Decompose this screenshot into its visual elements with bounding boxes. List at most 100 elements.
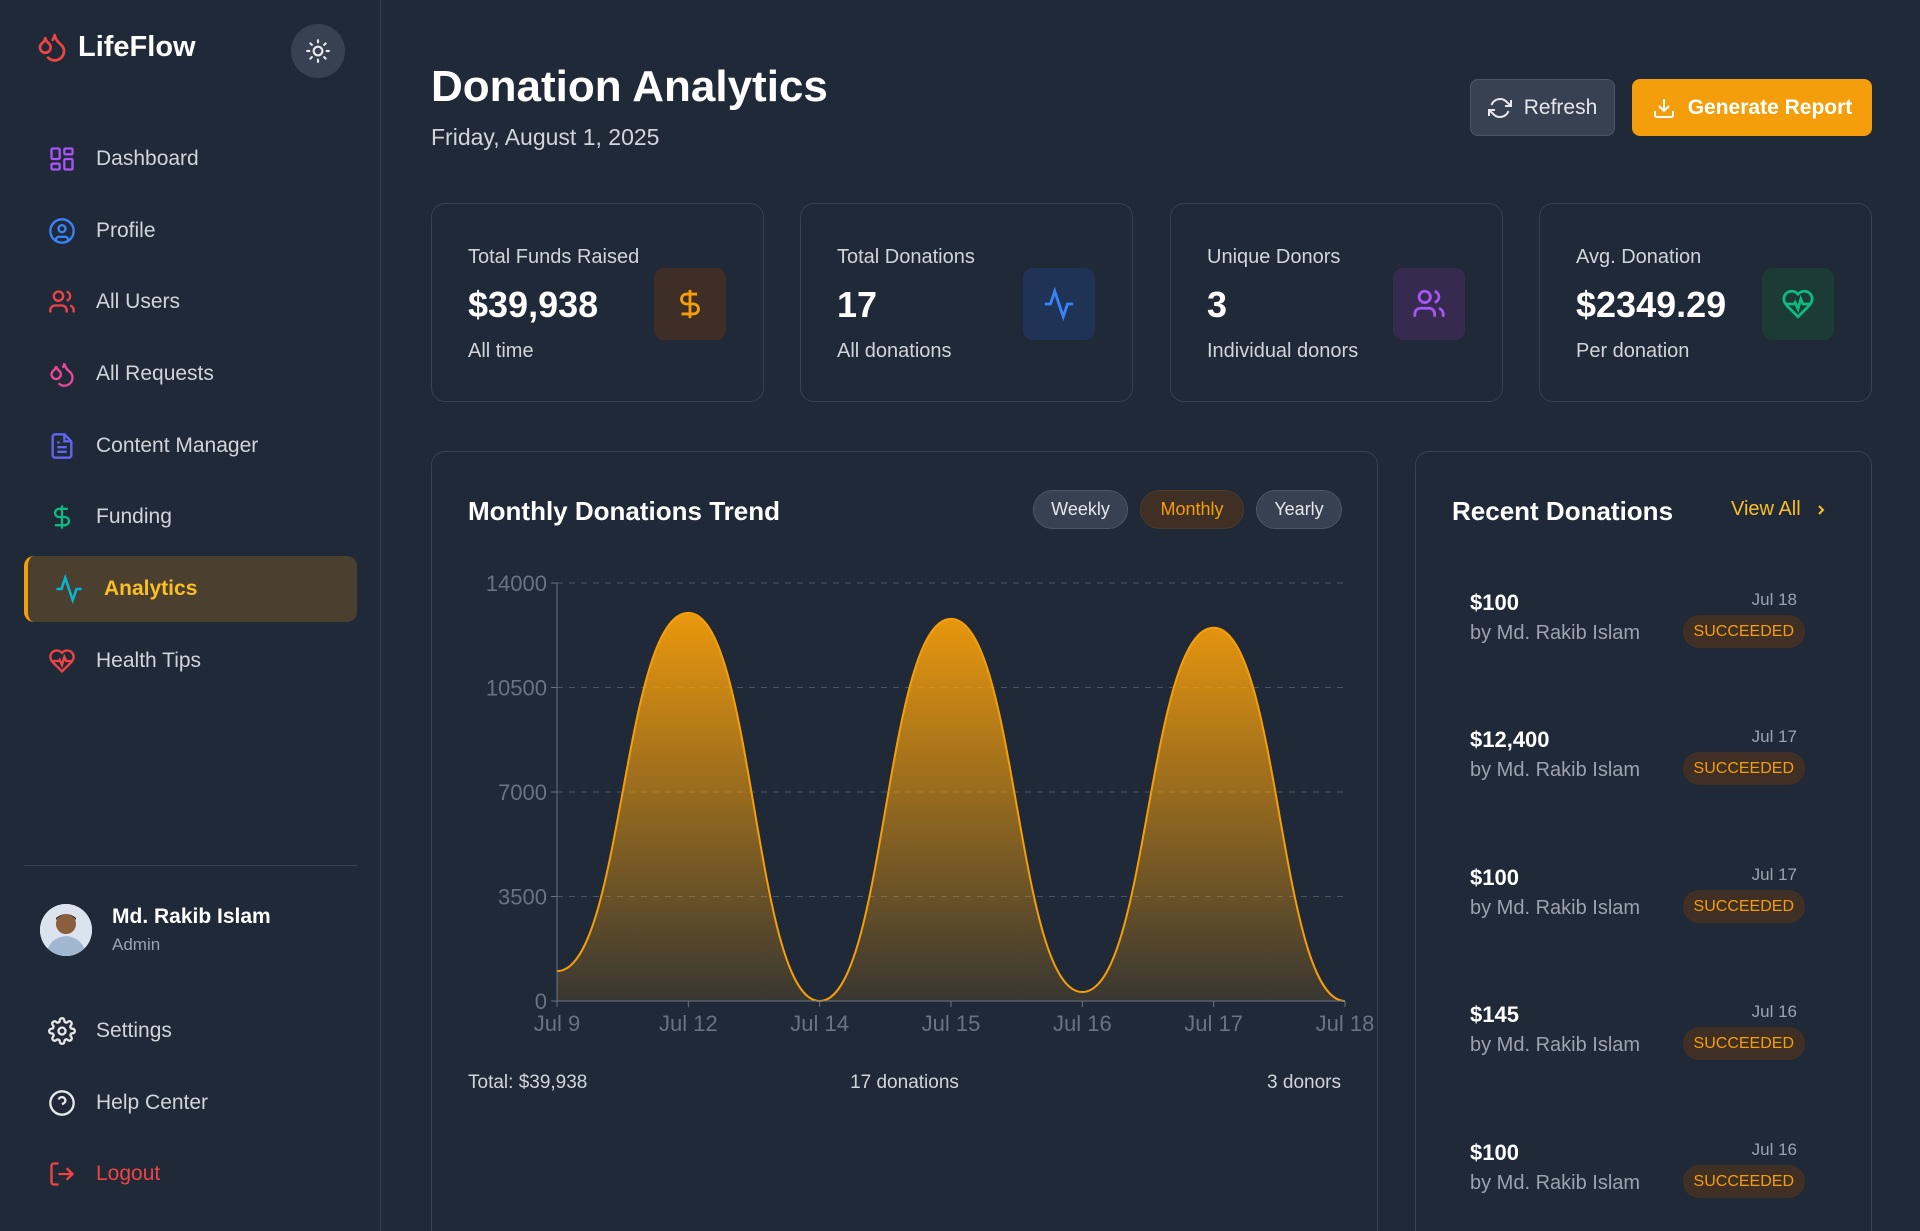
donation-donor: by Md. Rakib Islam xyxy=(1470,1172,1641,1194)
sidebar-item-funding[interactable]: Funding xyxy=(24,484,357,550)
download-icon xyxy=(1653,98,1674,118)
chart-footer-total: Total: $39,938 xyxy=(468,1072,588,1093)
y-tick-label: 0 xyxy=(535,989,547,1014)
brand-name: LifeFlow xyxy=(78,30,196,63)
filter-weekly[interactable]: Weekly xyxy=(1033,490,1128,529)
sidebar-item-label: Profile xyxy=(96,218,156,242)
donation-donor: by Md. Rakib Islam xyxy=(1470,759,1641,781)
theme-toggle-button[interactable] xyxy=(291,24,345,78)
stat-sub: All time xyxy=(468,340,534,362)
area-fill xyxy=(557,612,1345,1001)
sidebar-item-health-tips[interactable]: Health Tips xyxy=(24,628,357,694)
status-badge: SUCCEEDED xyxy=(1682,752,1805,785)
y-tick-label: 14000 xyxy=(486,571,547,596)
sidebar-divider xyxy=(24,865,357,866)
donation-item[interactable]: $100 by Md. Rakib Islam Jul 18 SUCCEEDED xyxy=(1440,560,1845,682)
sidebar-item-profile[interactable]: Profile xyxy=(24,198,357,264)
donation-item[interactable]: $12,400 by Md. Rakib Islam Jul 17 SUCCEE… xyxy=(1440,697,1845,819)
stat-card-total-donations: Total Donations 17 All donations xyxy=(800,203,1133,402)
stat-sub: All donations xyxy=(837,340,952,362)
sidebar-item-all-requests[interactable]: All Requests xyxy=(24,341,357,407)
generate-report-button[interactable]: Generate Report xyxy=(1632,79,1872,136)
stat-sub: Per donation xyxy=(1576,340,1690,362)
y-tick-label: 3500 xyxy=(498,885,547,910)
sidebar-item-settings[interactable]: Settings xyxy=(24,998,357,1064)
view-all-link[interactable]: View All xyxy=(1731,498,1829,521)
sidebar-item-label: All Users xyxy=(96,290,181,314)
donation-item[interactable]: $100 by Md. Rakib Islam Jul 16 SUCCEEDED xyxy=(1440,1110,1845,1231)
stat-sub: Individual donors xyxy=(1207,340,1359,362)
help-circle-icon xyxy=(49,1089,75,1116)
donation-item[interactable]: $145 by Md. Rakib Islam Jul 16 SUCCEEDED xyxy=(1440,972,1845,1094)
sidebar-item-label: All Requests xyxy=(96,362,214,386)
heart-pulse-icon xyxy=(1782,289,1814,319)
sidebar-item-help-center[interactable]: Help Center xyxy=(24,1070,357,1136)
sun-icon xyxy=(306,39,330,63)
x-tick-label: Jul 17 xyxy=(1184,1011,1243,1036)
heart-pulse-icon xyxy=(49,649,75,673)
sidebar-item-all-users[interactable]: All Users xyxy=(24,269,357,335)
page-date: Friday, August 1, 2025 xyxy=(431,124,660,150)
donation-date: Jul 17 xyxy=(1751,727,1797,746)
x-tick-label: Jul 16 xyxy=(1053,1011,1112,1036)
activity-icon xyxy=(56,574,82,605)
sidebar-item-logout[interactable]: Logout xyxy=(24,1141,357,1207)
chart-footer-donors: 3 donors xyxy=(1267,1072,1341,1093)
area-chart: 0 3500 7000 10500 14000 Jul 9 Jul 12 Jul 14 Jul … xyxy=(486,571,1375,1036)
y-tick-label: 10500 xyxy=(486,676,547,701)
file-text-icon xyxy=(51,432,73,459)
donation-donor: by Md. Rakib Islam xyxy=(1470,1034,1641,1056)
refresh-button[interactable]: Refresh xyxy=(1470,79,1615,136)
donation-date: Jul 18 xyxy=(1751,590,1797,609)
x-tick-label: Jul 9 xyxy=(534,1011,580,1036)
chevron-right-icon xyxy=(1817,504,1825,515)
status-badge: SUCCEEDED xyxy=(1682,1165,1805,1198)
user-name: Md. Rakib Islam xyxy=(112,905,271,928)
view-all-label: View All xyxy=(1731,498,1801,520)
donation-date: Jul 16 xyxy=(1751,1002,1797,1021)
sidebar-bottom-nav: Settings Help Center Logout xyxy=(24,998,357,1213)
user-profile-card[interactable]: Md. Rakib Islam Admin xyxy=(40,904,271,956)
brand-logo[interactable]: LifeFlow xyxy=(36,30,196,64)
sidebar-item-label: Analytics xyxy=(104,577,198,601)
donation-amount: $100 xyxy=(1470,1140,1519,1165)
filter-monthly[interactable]: Monthly xyxy=(1140,490,1244,529)
donation-amount: $100 xyxy=(1470,865,1519,890)
user-role: Admin xyxy=(112,935,161,954)
refresh-icon xyxy=(1487,97,1512,118)
x-tick-label: Jul 18 xyxy=(1316,1011,1375,1036)
dollar-icon xyxy=(53,505,71,530)
user-circle-icon xyxy=(49,217,75,244)
avatar xyxy=(40,904,92,956)
stat-value: 17 xyxy=(837,284,878,325)
donations-chart-panel: Monthly Donations Trend Weekly Monthly Y… xyxy=(431,451,1378,1231)
blood-drop-icon xyxy=(38,33,66,62)
stat-value: 3 xyxy=(1207,284,1228,325)
chart-title: Monthly Donations Trend xyxy=(468,496,780,526)
donation-amount: $145 xyxy=(1470,1002,1519,1027)
sidebar-item-label: Health Tips xyxy=(96,648,202,672)
stat-icon-box xyxy=(1393,268,1465,340)
logout-icon xyxy=(50,1162,75,1187)
sidebar-item-label: Content Manager xyxy=(96,433,259,457)
sidebar-item-analytics[interactable]: Analytics xyxy=(24,556,357,623)
donation-amount: $100 xyxy=(1470,590,1519,615)
status-badge: SUCCEEDED xyxy=(1682,890,1805,923)
recent-donations-panel: Recent Donations View All $100 by Md. Ra… xyxy=(1415,451,1872,1231)
sidebar-item-dashboard[interactable]: Dashboard xyxy=(24,126,357,192)
donation-donor: by Md. Rakib Islam xyxy=(1470,622,1641,644)
donation-date: Jul 17 xyxy=(1751,865,1797,884)
filter-yearly[interactable]: Yearly xyxy=(1256,490,1342,529)
sidebar-item-label: Help Center xyxy=(96,1090,209,1114)
stat-card-avg-donation: Avg. Donation $2349.29 Per donation xyxy=(1539,203,1872,402)
stat-label: Unique Donors xyxy=(1207,246,1341,268)
donation-item[interactable]: $100 by Md. Rakib Islam Jul 17 SUCCEEDED xyxy=(1440,835,1845,957)
sidebar-item-label: Settings xyxy=(96,1019,172,1042)
generate-report-label: Generate Report xyxy=(1687,95,1853,119)
donation-amount: $12,400 xyxy=(1470,727,1550,752)
stat-label: Avg. Donation xyxy=(1576,246,1702,268)
stat-label: Total Funds Raised xyxy=(468,246,640,268)
stat-value: $2349.29 xyxy=(1576,284,1727,325)
stat-card-unique-donors: Unique Donors 3 Individual donors xyxy=(1170,203,1503,402)
sidebar-item-content-manager[interactable]: Content Manager xyxy=(24,413,357,479)
